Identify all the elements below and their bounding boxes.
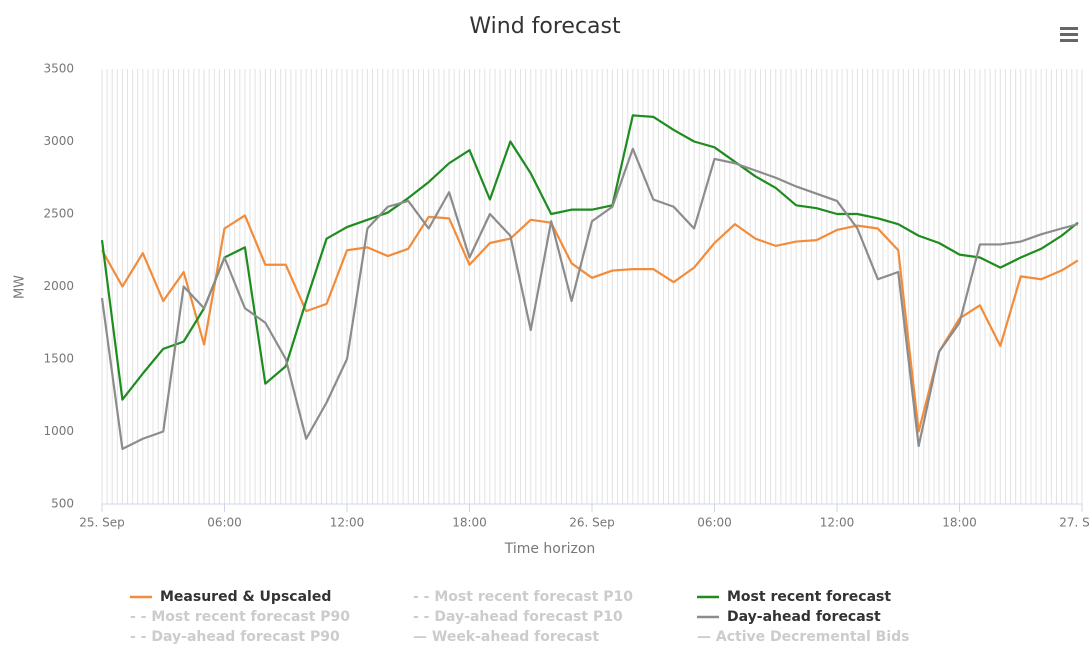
series-line <box>100 147 1079 450</box>
legend-item[interactable]: - - Most recent forecast P10 <box>413 589 633 605</box>
y-tick-label: 500 <box>51 497 74 511</box>
legend-label: — Active Decremental Bids <box>697 629 910 645</box>
legend-label: Measured & Upscaled <box>160 589 331 605</box>
y-tick-label: 2000 <box>43 279 74 293</box>
legend-label: - - Most recent forecast P10 <box>413 589 633 605</box>
menu-bar <box>1060 39 1078 42</box>
legend-label: - - Day-ahead forecast P10 <box>413 609 623 625</box>
x-tick-label: 06:00 <box>697 516 732 530</box>
legend-item[interactable]: - - Day-ahead forecast P90 <box>130 629 340 645</box>
y-tick-label: 2500 <box>43 207 74 221</box>
y-tick-label: 3500 <box>43 62 74 76</box>
x-tick-label: 27. Sep <box>1059 516 1089 530</box>
x-tick-label: 06:00 <box>207 516 242 530</box>
legend-item[interactable]: Day-ahead forecast <box>697 609 881 625</box>
legend-item[interactable]: — Week-ahead forecast <box>413 629 599 645</box>
legend-label: - - Day-ahead forecast P90 <box>130 629 340 645</box>
series-line <box>101 214 1079 433</box>
legend-item[interactable]: — Active Decremental Bids <box>697 629 910 645</box>
legend-label: — Week-ahead forecast <box>413 629 599 645</box>
legend-item[interactable]: - - Most recent forecast P90 <box>130 609 350 625</box>
legend-item[interactable]: - - Day-ahead forecast P10 <box>413 609 623 625</box>
x-tick-label: 26. Sep <box>569 516 615 530</box>
x-axis-label: Time horizon <box>504 541 596 557</box>
x-tick-label: 12:00 <box>330 516 365 530</box>
legend-label: - - Most recent forecast P90 <box>130 609 350 625</box>
y-tick-label: 1000 <box>43 424 74 438</box>
x-tick-label: 25. Sep <box>79 516 125 530</box>
x-tick-label: 18:00 <box>452 516 487 530</box>
menu-bar <box>1060 33 1078 36</box>
legend-item[interactable]: Measured & Upscaled <box>130 589 331 605</box>
x-tick-label: 12:00 <box>820 516 855 530</box>
x-tick-label: 18:00 <box>942 516 977 530</box>
legend-item[interactable]: Most recent forecast <box>697 589 891 605</box>
legend-label: Most recent forecast <box>727 589 891 605</box>
menu-button[interactable] <box>1060 27 1078 42</box>
y-axis-label: MW <box>13 275 28 299</box>
series-line <box>100 114 1079 401</box>
legend-label: Day-ahead forecast <box>727 609 881 625</box>
chart-title: Wind forecast <box>469 14 621 39</box>
y-tick-label: 3000 <box>43 134 74 148</box>
menu-bar <box>1060 27 1078 30</box>
y-tick-label: 1500 <box>43 352 74 366</box>
